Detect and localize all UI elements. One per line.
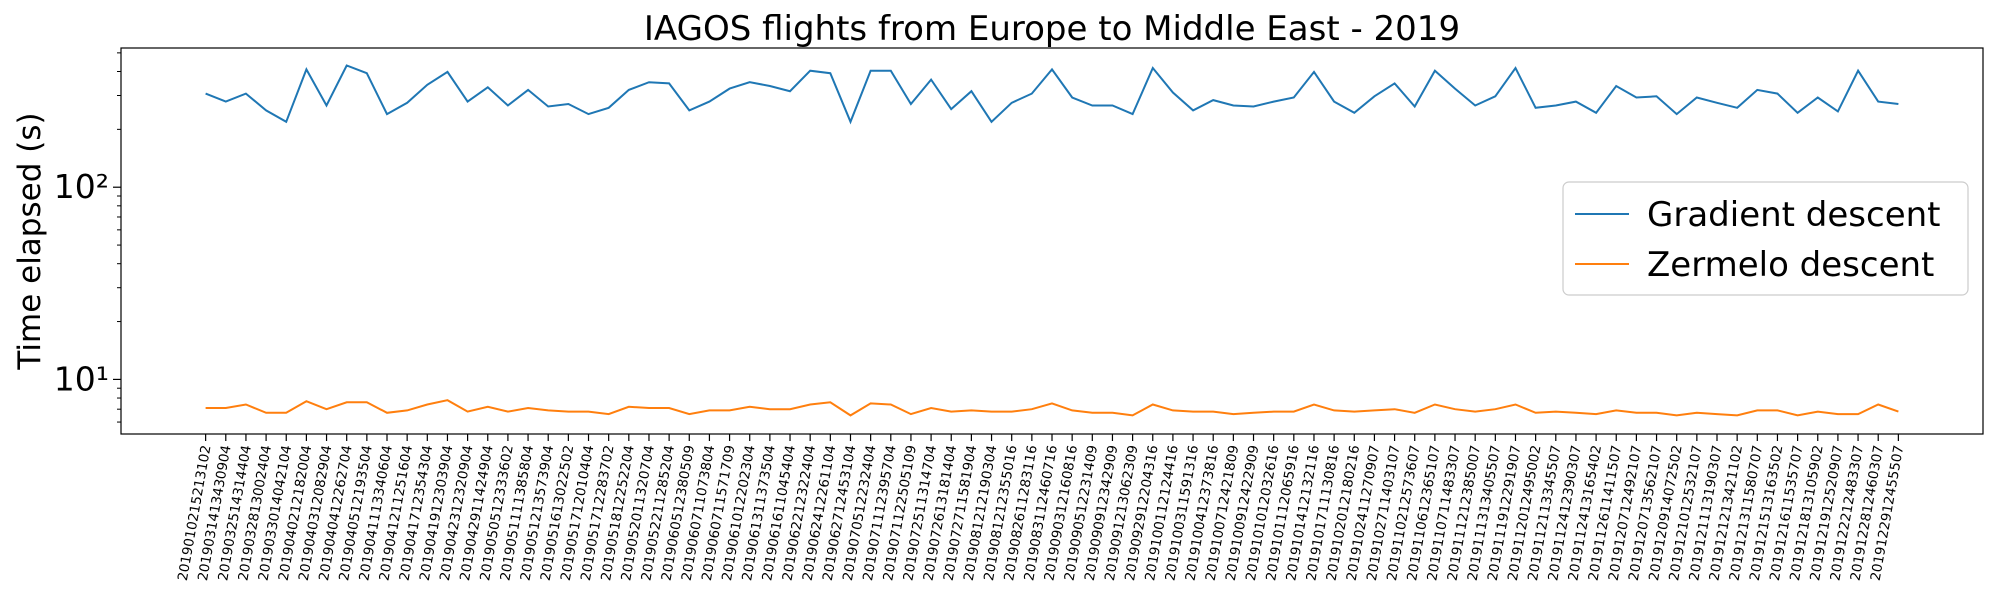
line-series	[205, 64, 1899, 125]
y-tick-label: 10¹	[54, 359, 109, 398]
y-tick-label: 10²	[54, 167, 109, 206]
plot-frame	[120, 47, 1984, 435]
y-axis-label: Time elapsed (s)	[12, 112, 48, 370]
legend-label: Zermelo descent	[1647, 245, 1934, 285]
legend-box	[1562, 181, 1969, 296]
legend-label: Gradient descent	[1647, 195, 1941, 235]
line-series	[205, 399, 1899, 417]
chart-title: IAGOS flights from Europe to Middle East…	[644, 9, 1460, 49]
